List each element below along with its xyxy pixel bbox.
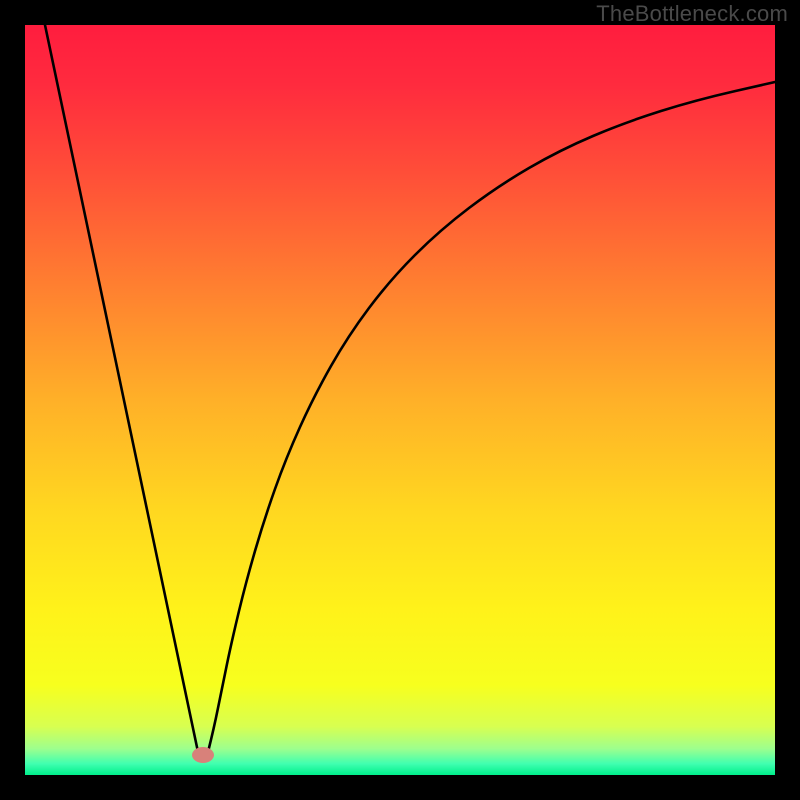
chart-frame: TheBottleneck.com [0, 0, 800, 800]
chart-svg [0, 0, 800, 800]
curve-right-branch [208, 82, 775, 752]
minimum-marker [192, 747, 214, 763]
watermark-text: TheBottleneck.com [596, 1, 788, 27]
curve-left-branch [45, 25, 198, 752]
plot-area [25, 25, 775, 775]
